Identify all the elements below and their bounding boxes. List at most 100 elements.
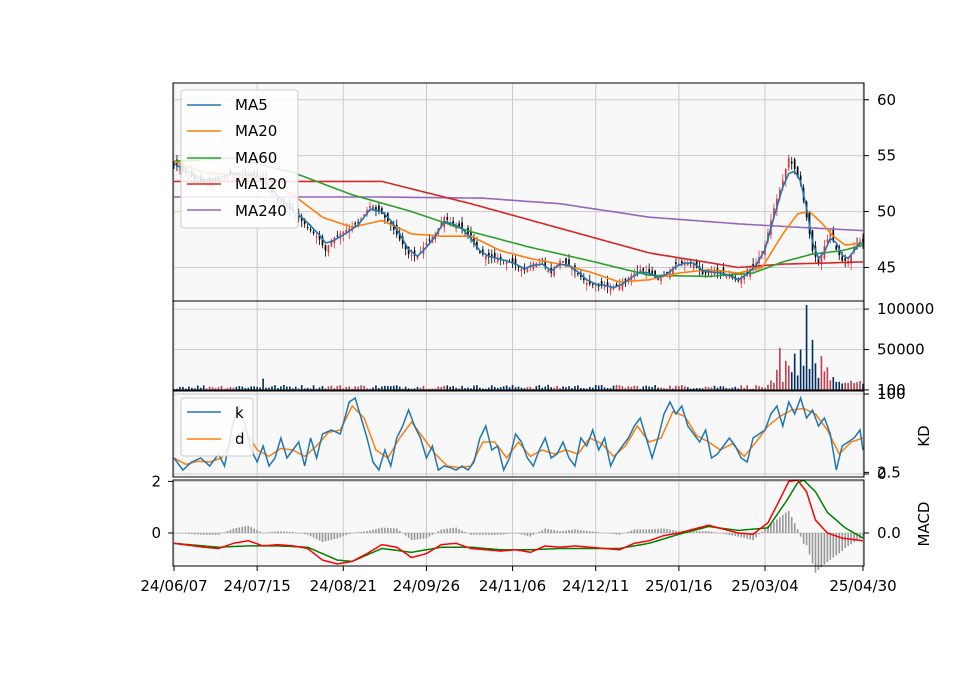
macd-histogram-bar	[749, 533, 751, 540]
volume-bar	[698, 388, 701, 390]
volume-bar	[289, 386, 291, 390]
macd-histogram-bar	[431, 533, 434, 535]
candle-body	[547, 270, 550, 272]
macd-histogram-bar	[268, 532, 270, 533]
volume-bar	[404, 386, 407, 390]
macd-histogram-bar	[179, 533, 181, 534]
candle-body	[526, 267, 529, 273]
volume-bar	[529, 386, 532, 390]
macd-histogram-bar	[651, 529, 653, 533]
volume-bar	[238, 386, 241, 390]
volume-bar	[719, 386, 722, 390]
candle-body	[499, 256, 502, 260]
volume-bar	[588, 386, 591, 390]
volume-bar	[565, 387, 567, 390]
volume-bar	[375, 385, 377, 390]
volume-bar	[761, 387, 763, 390]
volume-bar	[686, 387, 689, 390]
candle-body	[461, 222, 463, 229]
macd-histogram-bar	[196, 533, 199, 535]
volume-bar	[342, 388, 345, 390]
candle-body	[321, 236, 324, 246]
macd-histogram-bar	[211, 533, 214, 535]
volume-bar	[452, 386, 454, 390]
macd-histogram-bar	[461, 530, 463, 533]
candle-body	[372, 207, 374, 209]
volume-bar	[609, 388, 612, 390]
macd-histogram-bar	[689, 531, 692, 533]
volume-bar	[633, 385, 636, 390]
macd-histogram-bar	[443, 529, 446, 533]
volume-bar	[294, 386, 297, 390]
volume-bar	[832, 377, 835, 390]
volume-bar	[514, 387, 517, 390]
volume-bar	[615, 384, 618, 390]
candle-body	[829, 232, 832, 237]
volume-bar	[309, 388, 312, 390]
macd-histogram-bar	[532, 533, 535, 535]
volume-bar	[755, 385, 757, 390]
volume-bar	[559, 387, 561, 390]
candle-body	[392, 227, 395, 230]
macd-histogram-bar	[321, 533, 324, 543]
candle-body	[817, 258, 820, 263]
d-line	[173, 404, 864, 469]
volume-bar	[597, 385, 600, 390]
macd-histogram-bar	[419, 533, 422, 540]
volume-bar	[743, 387, 746, 390]
volume-bar	[704, 386, 707, 390]
candle-body	[740, 277, 743, 284]
candle-body	[324, 245, 327, 251]
candle-body	[458, 223, 460, 228]
volume-bar	[544, 386, 547, 390]
candle-body	[398, 232, 401, 240]
macd-histogram-bar	[389, 528, 392, 533]
volume-bar	[176, 388, 178, 390]
candle-body	[336, 235, 339, 237]
volume-tick-label: 100	[877, 381, 906, 399]
macd-histogram-bar	[404, 533, 407, 536]
candle-body	[428, 239, 431, 241]
macd-histogram-bar	[556, 530, 558, 533]
macd-histogram-bar	[348, 533, 351, 535]
volume-bar	[422, 385, 425, 390]
volume-bar	[517, 386, 520, 390]
volume-bar	[369, 388, 371, 390]
macd-histogram-bar	[612, 533, 615, 535]
volume-bar	[214, 388, 217, 390]
candle-body	[621, 283, 624, 290]
volume-bar	[464, 388, 466, 390]
candle-body	[327, 245, 330, 253]
volume-bar	[580, 387, 582, 390]
macd-histogram-bar	[455, 527, 457, 533]
macd-histogram-bar	[520, 533, 523, 535]
macd-histogram-bar	[283, 531, 285, 533]
legend-ma5: MA5	[235, 96, 268, 114]
candle-body	[779, 189, 781, 198]
volume-bar	[271, 386, 273, 390]
volume-bar	[185, 388, 187, 390]
macd-histogram-bar	[223, 532, 226, 533]
volume-bar	[621, 386, 624, 390]
macd-histogram-bar	[835, 533, 838, 556]
macd-histogram-bar	[779, 517, 781, 533]
macd-histogram-bar	[384, 527, 386, 533]
volume-bar	[446, 385, 449, 390]
candle-body	[360, 218, 362, 221]
candle-body	[793, 159, 796, 170]
candle-body	[585, 283, 588, 285]
volume-bar	[223, 388, 226, 390]
candle-body	[179, 168, 181, 170]
candle-body	[645, 271, 648, 276]
volume-bar	[440, 387, 443, 390]
macd-histogram-bar	[238, 527, 241, 533]
candle-body	[588, 280, 591, 284]
macd-histogram-bar	[787, 510, 790, 533]
volume-bar	[669, 385, 671, 390]
candle-body	[743, 274, 746, 280]
volume-bar	[199, 387, 202, 390]
candle-body	[642, 268, 645, 271]
volume-bar	[583, 388, 585, 390]
candle-body	[695, 260, 698, 268]
macd-histogram-bar	[767, 525, 769, 533]
